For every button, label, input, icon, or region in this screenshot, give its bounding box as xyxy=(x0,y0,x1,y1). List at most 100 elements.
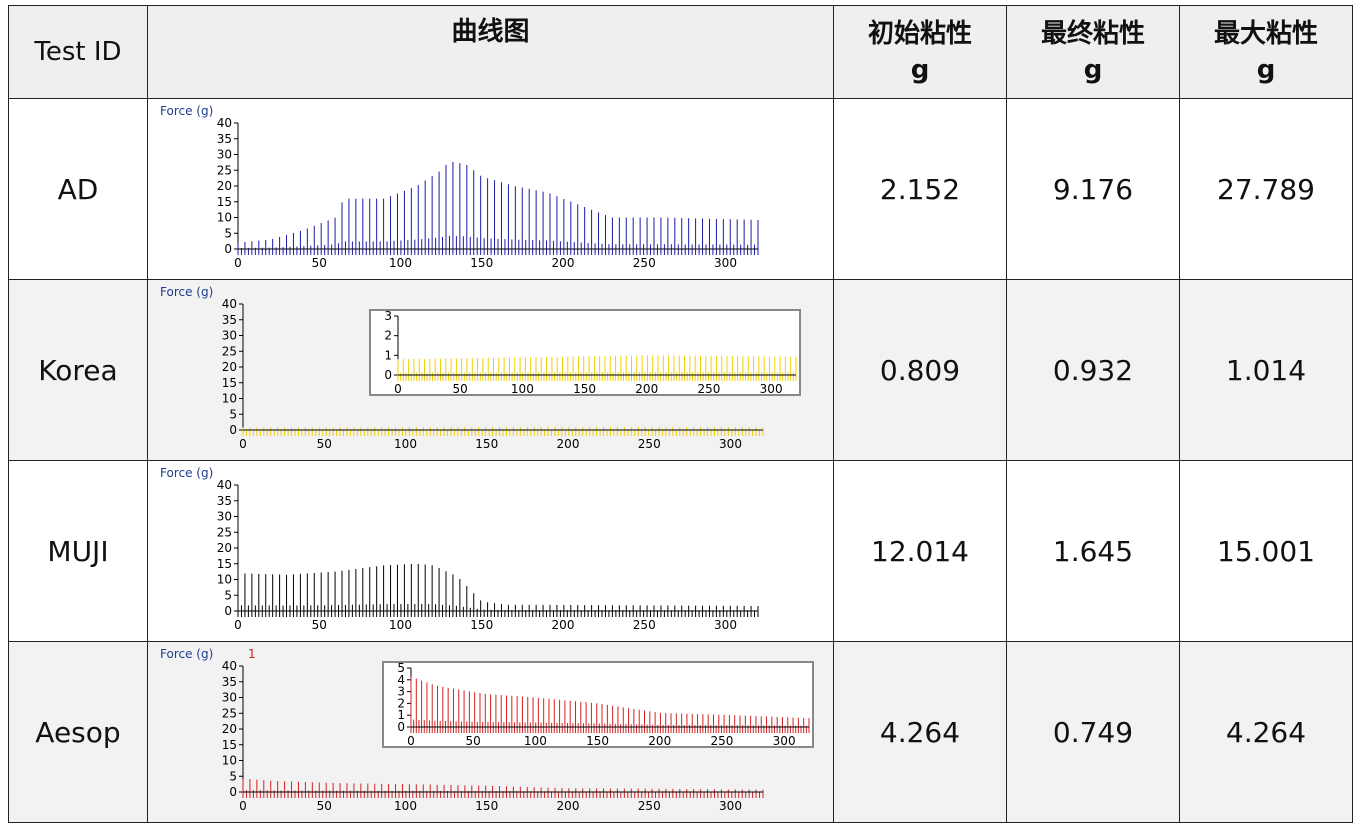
header-row: Test ID 曲线图 初始粘性 g 最终粘性 g 最大粘性 g xyxy=(8,5,1353,99)
final-value: 1.645 xyxy=(1006,460,1180,642)
x-tick-label: 200 xyxy=(552,618,575,632)
x-tick-label: 50 xyxy=(466,734,481,748)
y-tick-label: 1 xyxy=(397,708,405,722)
y-tick-label: 5 xyxy=(229,407,237,421)
y-tick-label: 30 xyxy=(217,510,232,524)
y-tick-label: 25 xyxy=(217,163,232,177)
x-tick-label: 100 xyxy=(394,799,417,813)
x-tick-label: 250 xyxy=(710,734,733,748)
x-tick-label: 150 xyxy=(475,799,498,813)
test-id-cell: MUJI xyxy=(8,460,148,642)
y-tick-label: 5 xyxy=(224,588,232,602)
x-tick-label: 0 xyxy=(239,799,247,813)
header-final: 最终粘性 g xyxy=(1006,5,1180,99)
y-tick-label: 5 xyxy=(224,226,232,240)
y-tick-label: 15 xyxy=(222,376,237,390)
initial-value: 12.014 xyxy=(833,460,1007,642)
y-tick-label: 15 xyxy=(217,195,232,209)
x-tick-label: 300 xyxy=(760,382,783,396)
table-row: Korea Force (g) 0 5 10 15 20 25 30 35 40 0 50 100 150… xyxy=(8,279,1353,461)
x-tick-label: 0 xyxy=(234,256,242,270)
test-id-cell: AD xyxy=(8,98,148,280)
x-tick-label: 250 xyxy=(638,437,661,451)
x-tick-label: 300 xyxy=(773,734,796,748)
y-tick-label: 30 xyxy=(222,329,237,343)
y-tick-label: 40 xyxy=(222,659,237,673)
header-max: 最大粘性 g xyxy=(1179,5,1353,99)
table-row: AD Force (g) 0 5 10 15 20 25 30 35 40 0 50 100 150 200… xyxy=(8,98,1353,280)
final-value: 0.932 xyxy=(1006,279,1180,461)
annotation-label: 1 xyxy=(248,647,256,661)
initial-value: 2.152 xyxy=(833,98,1007,280)
x-tick-label: 0 xyxy=(394,382,402,396)
x-tick-label: 100 xyxy=(389,618,412,632)
x-tick-label: 150 xyxy=(470,618,493,632)
x-tick-label: 50 xyxy=(312,618,327,632)
table-row: MUJI Force (g) 0 5 10 15 20 25 30 35 40 0 50 100 150 2… xyxy=(8,460,1353,642)
y-tick-label: 40 xyxy=(222,297,237,311)
y-tick-label: 35 xyxy=(222,313,237,327)
y-axis-label: Force (g) xyxy=(160,466,213,480)
initial-value: 4.264 xyxy=(833,641,1007,823)
y-tick-label: 4 xyxy=(397,673,405,687)
y-tick-label: 10 xyxy=(222,754,237,768)
header-chart: 曲线图 xyxy=(147,5,834,99)
y-tick-label: 0 xyxy=(229,423,237,437)
y-axis-label: Force (g) xyxy=(160,285,213,299)
chart-cell: Force (g) 0 5 10 15 20 25 30 35 40 0 50 100 150 200 250… xyxy=(147,460,834,642)
y-tick-label: 10 xyxy=(217,573,232,587)
x-tick-label: 0 xyxy=(407,734,415,748)
y-tick-label: 15 xyxy=(217,557,232,571)
x-tick-label: 100 xyxy=(389,256,412,270)
y-axis-label: Force (g) xyxy=(160,647,213,661)
inset-frame xyxy=(382,661,814,748)
y-tick-label: 30 xyxy=(217,148,232,162)
x-tick-label: 0 xyxy=(239,437,247,451)
x-tick-label: 100 xyxy=(524,734,547,748)
chart-cell: Force (g) 1 0 5 10 15 20 25 30 35 40 0 50 100 150 200 25… xyxy=(147,641,834,823)
table-row: Aesop Force (g) 1 0 5 10 15 20 25 30 35 40 0 50 100 15… xyxy=(8,641,1353,823)
inset-frame xyxy=(369,309,801,396)
x-tick-label: 250 xyxy=(633,256,656,270)
x-tick-label: 200 xyxy=(648,734,671,748)
y-tick-label: 0 xyxy=(224,242,232,256)
x-tick-label: 150 xyxy=(475,437,498,451)
max-value: 4.264 xyxy=(1179,641,1353,823)
header-initial: 初始粘性 g xyxy=(833,5,1007,99)
y-tick-label: 20 xyxy=(217,541,232,555)
x-tick-label: 50 xyxy=(453,382,468,396)
x-tick-label: 200 xyxy=(552,256,575,270)
x-tick-label: 200 xyxy=(557,437,580,451)
y-tick-label: 25 xyxy=(217,525,232,539)
x-tick-label: 50 xyxy=(312,256,327,270)
y-tick-label: 0 xyxy=(229,785,237,799)
initial-value: 0.809 xyxy=(833,279,1007,461)
y-tick-label: 10 xyxy=(217,211,232,225)
x-tick-label: 150 xyxy=(586,734,609,748)
final-value: 9.176 xyxy=(1006,98,1180,280)
y-tick-label: 5 xyxy=(229,769,237,783)
y-tick-label: 0 xyxy=(397,720,405,734)
test-id-cell: Aesop xyxy=(8,641,148,823)
y-tick-label: 10 xyxy=(222,392,237,406)
y-tick-label: 5 xyxy=(397,661,405,675)
x-tick-label: 50 xyxy=(317,799,332,813)
x-tick-label: 200 xyxy=(635,382,658,396)
y-tick-label: 2 xyxy=(397,696,405,710)
y-tick-label: 25 xyxy=(222,344,237,358)
y-tick-label: 40 xyxy=(217,116,232,130)
y-tick-label: 25 xyxy=(222,706,237,720)
results-table: Test ID 曲线图 初始粘性 g 最终粘性 g 最大粘性 g AD Forc… xyxy=(8,5,1353,823)
y-tick-label: 35 xyxy=(217,132,232,146)
x-tick-label: 300 xyxy=(714,256,737,270)
y-tick-label: 2 xyxy=(384,329,392,343)
y-tick-label: 3 xyxy=(397,685,405,699)
x-tick-label: 300 xyxy=(719,799,742,813)
y-tick-label: 3 xyxy=(384,309,392,323)
y-tick-label: 15 xyxy=(222,738,237,752)
max-value: 15.001 xyxy=(1179,460,1353,642)
chart-cell: Force (g) 0 5 10 15 20 25 30 35 40 0 50 100 150 200 250… xyxy=(147,98,834,280)
